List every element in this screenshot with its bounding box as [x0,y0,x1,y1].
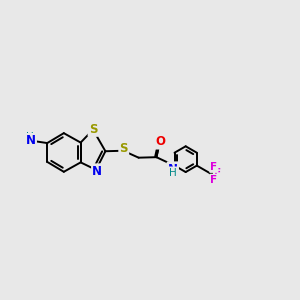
Text: H: H [26,132,34,142]
Text: F: F [210,175,218,185]
Text: S: S [119,142,128,155]
Text: F: F [214,168,221,178]
Text: N: N [26,134,36,147]
Text: H: H [169,167,177,178]
Text: N: N [168,163,178,176]
Text: S: S [89,123,97,136]
Text: N: N [92,165,102,178]
Text: F: F [210,162,218,172]
Text: O: O [155,135,165,148]
